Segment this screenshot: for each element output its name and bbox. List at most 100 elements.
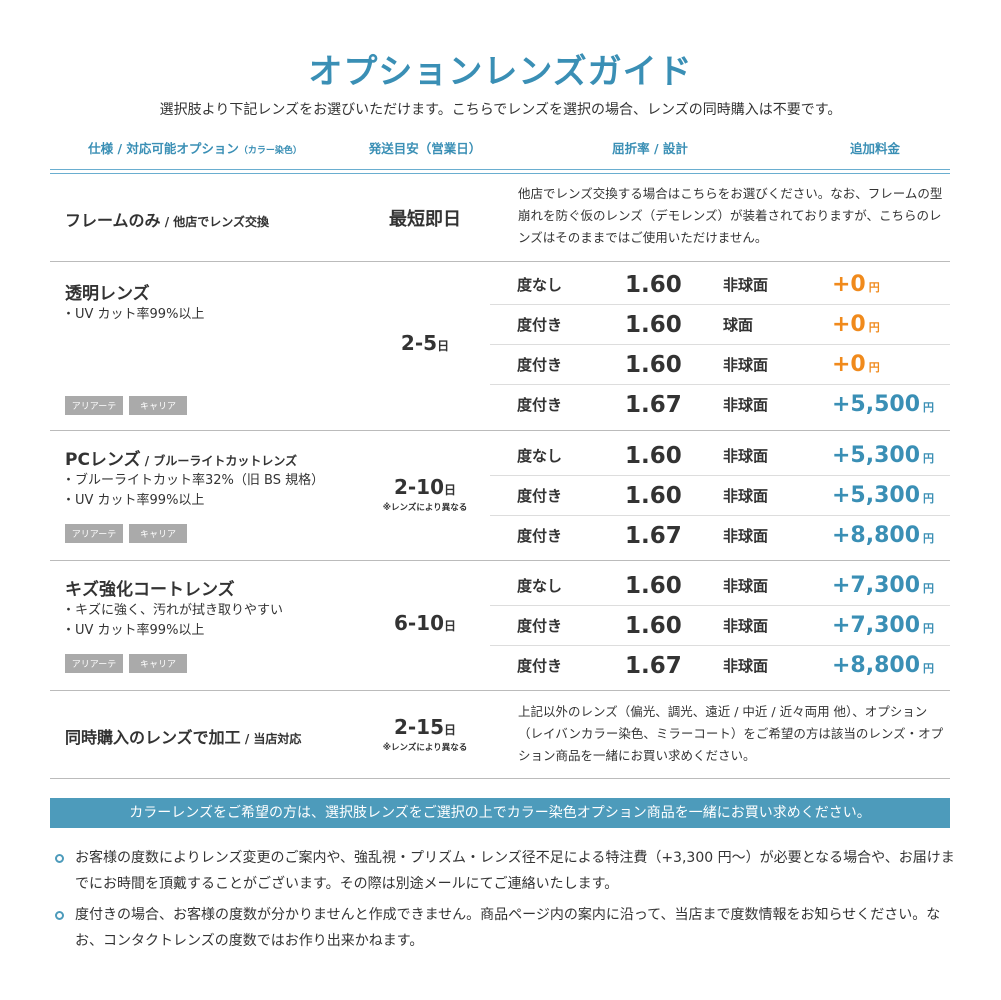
spec-sub: / ブルーライトカットレンズ <box>140 454 298 468</box>
processing-ship: 2-15日 ※レンズにより異なる <box>360 715 490 753</box>
lens-price: +7,300 円 <box>832 606 934 649</box>
note-1: お客様の度数によりレンズ変更のご案内や、強乱視・プリズム・レンズ径不足による特注… <box>75 850 955 892</box>
lens-design: 非球面 <box>723 657 769 675</box>
price-unit: 円 <box>923 622 935 635</box>
option-tag: キャリア <box>129 524 187 543</box>
divider <box>50 690 950 691</box>
ship-note: ※レンズにより異なる <box>382 743 468 753</box>
option-tags: アリアーテ キャリア <box>65 654 187 673</box>
header-index: 屈折率 / 設計 <box>612 141 688 156</box>
price-value: +5,300 <box>832 483 921 508</box>
lens-price: +7,300 円 <box>832 566 934 609</box>
lens-index: 1.60 <box>625 483 682 509</box>
frame-only-name: フレームのみ / 他店でレンズ交換 <box>65 207 269 231</box>
price-unit: 円 <box>923 452 935 465</box>
lens-row: 度付き 1.67 非球面 +5,500 円 <box>490 385 950 425</box>
lens-type: 度付き <box>517 487 563 505</box>
lens-index: 1.60 <box>625 613 682 639</box>
spec-sub: / 他店でレンズ交換 <box>160 215 270 229</box>
divider <box>50 261 950 262</box>
option-tag: キャリア <box>129 396 187 415</box>
lens-price: +0 円 <box>832 305 880 348</box>
lens-index: 1.67 <box>625 653 682 679</box>
divider <box>50 560 950 561</box>
price-unit: 円 <box>868 321 880 334</box>
spec-name: フレームのみ <box>65 211 161 230</box>
lens-index: 1.60 <box>625 312 682 338</box>
ship-unit: 日 <box>437 339 450 353</box>
price-value: +5,300 <box>832 443 921 468</box>
spec-name: 透明レンズ <box>65 284 150 304</box>
spec-name: キズ強化コートレンズ <box>65 580 235 600</box>
option-tag: キャリア <box>129 654 187 673</box>
price-value: +0 <box>832 352 866 377</box>
price-unit: 円 <box>923 492 935 505</box>
price-unit: 円 <box>923 582 935 595</box>
price-value: +7,300 <box>832 613 921 638</box>
page-title: オプションレンズガイド <box>308 52 693 92</box>
ship-days: 2-15 <box>393 715 445 739</box>
lens-type: 度なし <box>517 447 563 465</box>
ship-unit: 日 <box>444 483 457 497</box>
spec-name: 同時購入のレンズで加工 <box>65 728 241 747</box>
price-unit: 円 <box>923 662 935 675</box>
feature-bullet: ・UV カット率99%以上 <box>62 493 205 508</box>
feature-bullet: ・キズに強く、汚れが拭き取りやすい <box>62 603 284 618</box>
ship-estimate: 2-10日 ※レンズにより異なる <box>360 475 490 513</box>
lens-type: 度付き <box>517 657 563 675</box>
price-unit: 円 <box>923 532 935 545</box>
ship-estimate: 6-10日 <box>360 611 490 635</box>
ship-days: 2-10 <box>393 475 445 499</box>
lens-design: 非球面 <box>723 527 769 545</box>
divider <box>50 430 950 431</box>
lens-price: +8,800 円 <box>832 646 934 689</box>
ship-note: ※レンズにより異なる <box>382 503 468 513</box>
header-spec-note: （カラー染色） <box>238 146 302 156</box>
price-value: +8,800 <box>832 653 921 678</box>
lens-design: 非球面 <box>723 487 769 505</box>
frame-only-desc: 他店でレンズ交換する場合はこちらをお選びください。なお、フレームの型崩れを防ぐ仮… <box>518 186 943 245</box>
feature-bullet: ・ブルーライトカット率32%（旧 BS 規格） <box>62 473 325 488</box>
lens-type: 度付き <box>517 527 563 545</box>
feature-bullet: ・UV カット率99%以上 <box>62 307 205 322</box>
lens-type: 度付き <box>517 396 563 414</box>
spec-sub: / 当店対応 <box>240 732 302 746</box>
lens-design: 非球面 <box>723 617 769 635</box>
header-spec: 仕様 / 対応可能オプション（カラー染色） <box>60 138 330 157</box>
ship-days: 6-10 <box>393 611 445 635</box>
divider <box>50 778 950 779</box>
header-spec-label: 仕様 / 対応可能オプション <box>88 141 239 156</box>
header-ship: 発送目安（営業日） <box>368 141 482 156</box>
option-tags: アリアーテ キャリア <box>65 524 187 543</box>
price-unit: 円 <box>868 361 880 374</box>
lens-row: 度なし 1.60 非球面 +7,300 円 <box>490 566 950 606</box>
price-value: +0 <box>832 312 866 337</box>
lens-type: 度付き <box>517 617 563 635</box>
lens-group-name: PCレンズ / ブルーライトカットレンズ <box>65 445 297 470</box>
lens-group-name: 透明レンズ <box>65 279 150 304</box>
lens-design: 球面 <box>723 316 754 334</box>
lens-group-name: キズ強化コートレンズ <box>65 575 235 600</box>
processing-row: 同時購入のレンズで加工 / 当店対応 2-15日 ※レンズにより異なる 上記以外の… <box>50 691 950 778</box>
lens-index: 1.67 <box>625 523 682 549</box>
lens-design: 非球面 <box>723 577 769 595</box>
price-value: +8,800 <box>832 523 921 548</box>
note-2: 度付きの場合、お客様の度数が分かりませんと作成できません。商品ページ内の案内に沿… <box>75 907 941 949</box>
lens-row: 度付き 1.60 非球面 +5,300 円 <box>490 476 950 516</box>
feature-bullet: ・UV カット率99%以上 <box>62 623 205 638</box>
option-tags: アリアーテ キャリア <box>65 396 187 415</box>
lens-design: 非球面 <box>723 396 769 414</box>
spec-name: PCレンズ <box>65 450 141 470</box>
lens-index: 1.60 <box>625 272 682 298</box>
color-lens-banner: カラーレンズをご希望の方は、選択肢レンズをご選択の上でカラー染色オプション商品を… <box>50 798 950 828</box>
lens-row: 度付き 1.60 球面 +0 円 <box>490 305 950 345</box>
lens-index: 1.60 <box>625 573 682 599</box>
lens-row: 度付き 1.60 非球面 +7,300 円 <box>490 606 950 646</box>
lens-price: +5,300 円 <box>832 436 934 479</box>
lens-row: 度付き 1.60 非球面 +0 円 <box>490 345 950 385</box>
header-divider <box>50 173 950 174</box>
header-divider <box>50 169 950 170</box>
lens-type: 度付き <box>517 316 563 334</box>
lens-price: +0 円 <box>832 345 880 388</box>
processing-desc: 上記以外のレンズ（偏光、調光、遠近 / 中近 / 近々両用 他）、オプション（レ… <box>518 704 944 763</box>
